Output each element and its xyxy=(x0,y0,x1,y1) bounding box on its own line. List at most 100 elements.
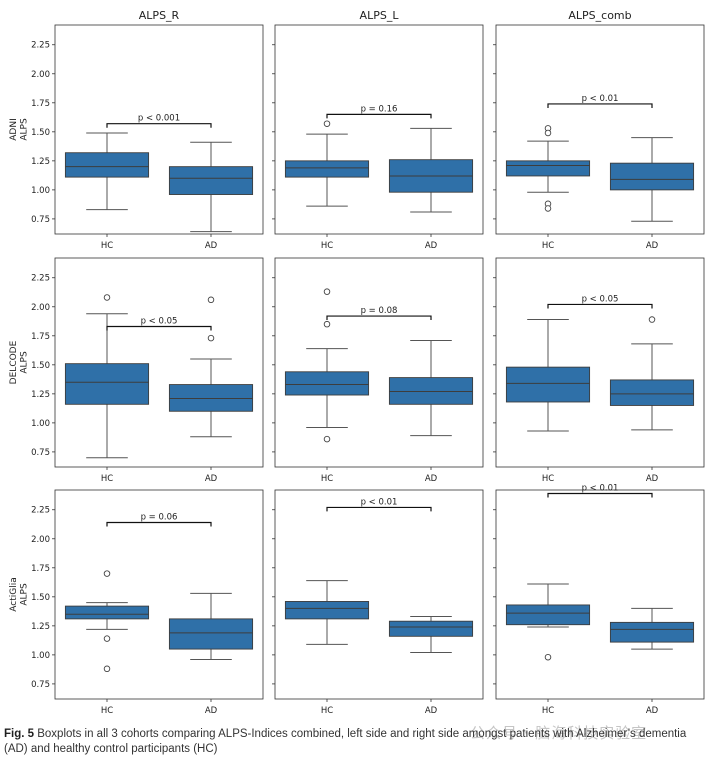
xtick-label-hc: HC xyxy=(101,474,113,484)
xtick-label-ad: AD xyxy=(425,241,438,251)
panel-r2c1-frame xyxy=(54,257,264,468)
ytick-label: 2.00 xyxy=(31,70,50,80)
ytick-label: 1.50 xyxy=(31,593,50,603)
panel-r2c2-hc-outlier xyxy=(323,435,331,443)
row-label-actiglia: ActiGliaALPS xyxy=(9,577,29,611)
row-label-adni: ADNIALPS xyxy=(9,118,29,141)
panel-r2c3-p-value-label: p < 0.05 xyxy=(582,294,619,304)
xtick-label-hc: HC xyxy=(542,706,554,715)
panel-r1c1-frame xyxy=(54,24,264,235)
panel-r3c3-frame xyxy=(495,489,705,700)
panel-r3c3-hc-box xyxy=(505,604,591,626)
ytick-label: 0.75 xyxy=(31,215,50,225)
panel-r1c2-hc-box xyxy=(284,160,370,178)
panel-r2c2-hc-outlier xyxy=(323,320,331,328)
xtick-label-ad: AD xyxy=(205,474,218,484)
ytick-label: 1.25 xyxy=(31,390,50,400)
panel-r3c1-sig-bracket xyxy=(106,521,212,527)
panel-r1c3-p-value-label: p < 0.01 xyxy=(582,94,619,104)
panel-r2c1-hc-box xyxy=(64,363,150,405)
column-title-alps-l: ALPS_L xyxy=(360,9,400,22)
panel-r2c3-hc-box xyxy=(505,366,591,403)
panel-r2c3-ad-outlier xyxy=(648,316,656,323)
ytick-label: 1.00 xyxy=(31,651,50,661)
watermark-text: 公众号 · 脑海科技实验室 xyxy=(470,724,648,742)
panel-r1c3-ad-box xyxy=(609,162,695,191)
xtick-label-ad: AD xyxy=(646,706,659,715)
panel-r2c1-p-value-label: p < 0.05 xyxy=(141,317,178,327)
xtick-label-hc: HC xyxy=(542,241,554,251)
column-title-alps-comb: ALPS_comb xyxy=(568,9,631,22)
ytick-label: 1.25 xyxy=(31,622,50,632)
panel-r3c2-hc-box xyxy=(284,601,370,620)
panel-r3c3-p-value-label: p < 0.01 xyxy=(582,483,619,493)
panel-r2c1-ad-outlier xyxy=(207,296,215,304)
panel-r1c2-frame xyxy=(274,24,484,235)
xtick-label-hc: HC xyxy=(101,706,113,715)
ytick-label: 2.25 xyxy=(31,274,50,284)
xtick-label-ad: AD xyxy=(646,474,659,484)
panel-r3c1-hc-outlier xyxy=(103,570,111,577)
ytick-label: 2.00 xyxy=(31,535,50,545)
panel-r2c3-frame xyxy=(495,257,705,468)
xtick-label-hc: HC xyxy=(321,474,333,484)
panel-r1c1-ad-box xyxy=(168,166,254,195)
ytick-label: 1.00 xyxy=(31,186,50,196)
ytick-label: 0.75 xyxy=(31,448,50,458)
row-label-delcode: DELCODEALPS xyxy=(9,340,29,384)
panel-r1c3-hc-outlier xyxy=(544,129,552,137)
ytick-label: 0.75 xyxy=(31,680,50,690)
panel-r3c2-frame xyxy=(274,489,484,700)
xtick-label-ad: AD xyxy=(425,474,438,484)
xtick-label-ad: AD xyxy=(646,241,659,251)
panel-r2c3-ad-box xyxy=(609,379,695,406)
panel-r3c2-ad-box xyxy=(388,620,474,637)
panel-r2c1-ad-outlier xyxy=(207,334,215,342)
panel-r1c3-hc-box xyxy=(505,160,591,177)
panel-r1c1-sig-bracket xyxy=(106,123,212,128)
xtick-label-hc: HC xyxy=(321,706,333,715)
xtick-label-hc: HC xyxy=(101,241,113,251)
ytick-label: 1.00 xyxy=(31,419,50,429)
panel-r2c2-hc-outlier xyxy=(323,288,331,295)
panel-r3c1-hc-box xyxy=(64,605,150,620)
panel-r1c2-hc-outlier xyxy=(323,120,331,127)
panel-r1c1-p-value-label: p < 0.001 xyxy=(138,114,180,124)
xtick-label-ad: AD xyxy=(205,706,218,715)
xtick-label-hc: HC xyxy=(321,241,333,251)
panel-r3c3-hc-outlier xyxy=(544,653,552,661)
boxplot-figure: ALPS_R ALPS_L ALPS_comb ADNIALPS DELCODEALPS… xyxy=(9,9,705,715)
panel-r3c1-hc-outlier xyxy=(103,635,111,642)
panel-r2c2-ad-box xyxy=(388,377,474,405)
panel-r2c2-frame xyxy=(274,257,484,468)
ytick-label: 2.25 xyxy=(31,506,50,516)
panel-r1c3-sig-bracket xyxy=(547,103,653,108)
ytick-label: 1.25 xyxy=(31,157,50,167)
panel-r1c2-p-value-label: p = 0.16 xyxy=(361,104,398,114)
ytick-label: 1.75 xyxy=(31,332,50,342)
panel-r3c1-frame xyxy=(54,489,264,700)
caption-text: Boxplots in all 3 cohorts comparing ALPS… xyxy=(4,728,687,755)
panel-r2c1-ad-box xyxy=(168,384,254,412)
panel-r3c3-sig-bracket xyxy=(547,492,653,498)
panel-r1c3-hc-outlier xyxy=(544,205,552,212)
panel-r3c2-sig-bracket xyxy=(326,506,432,512)
column-title-alps-r: ALPS_R xyxy=(139,9,180,22)
panel-r3c3-ad-box xyxy=(609,621,695,643)
panel-r3c1-p-value-label: p = 0.06 xyxy=(141,513,178,523)
panel-r3c2-p-value-label: p < 0.01 xyxy=(361,497,398,507)
panel-r3c1-ad-box xyxy=(168,618,254,650)
ytick-label: 2.00 xyxy=(31,303,50,313)
panel-r2c2-p-value-label: p = 0.08 xyxy=(361,306,398,316)
ytick-label: 2.25 xyxy=(31,41,50,51)
panel-r2c2-hc-box xyxy=(284,371,370,396)
panel-r2c1-sig-bracket xyxy=(106,325,212,331)
xtick-label-hc: HC xyxy=(542,474,554,484)
caption-label: Fig. 5 xyxy=(4,728,35,740)
figure-caption: Fig. 5 Boxplots in all 3 cohorts compari… xyxy=(4,727,712,757)
xtick-label-ad: AD xyxy=(205,241,218,251)
panel-r1c1-hc-box xyxy=(64,152,150,178)
ytick-label: 1.75 xyxy=(31,564,50,574)
panel-r1c3-frame xyxy=(495,24,705,235)
ytick-label: 1.75 xyxy=(31,99,50,109)
